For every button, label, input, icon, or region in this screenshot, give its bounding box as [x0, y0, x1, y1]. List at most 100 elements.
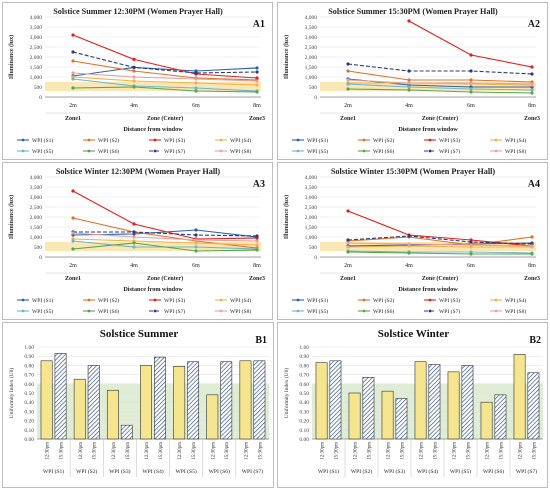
series-line-wpi-s8 [72, 232, 258, 242]
legend-marker [296, 138, 300, 142]
line-chart-a3: Solstice Winter 12:30PM (Women Prayer Ha… [8, 167, 265, 315]
y-tick-label: 1,500 [30, 65, 43, 71]
group-label: WPI (S6) [483, 468, 504, 475]
legend-label: WPI (S6) [373, 308, 394, 315]
series-line-wpi-s6 [347, 88, 533, 94]
chart-panel-b1: Solstice Summer B1 0.00 0.10 0.20 0.30 0.40 0.5… [2, 322, 274, 488]
chart-title: Solstice Summer 15:30PM (Women Prayer Ha… [328, 7, 498, 16]
y-tick-label: 0.10 [299, 428, 309, 434]
data-point-wpi-s7 [71, 50, 75, 54]
time-tick-label: 12:30pm [46, 442, 51, 460]
y-tick-label: 0.20 [24, 419, 34, 425]
series-line-wpi-s6 [72, 86, 258, 93]
bar-wpi-s1-12-30pm [40, 360, 53, 440]
bar-wpi-s6-15-30pm [494, 394, 507, 440]
series-line-wpi-s4 [347, 245, 532, 248]
chart-title: Solstice Winter 15:30PM (Women Prayer Ha… [331, 167, 496, 176]
legend-marker [219, 149, 223, 153]
legend-label: WPI (S3) [164, 297, 185, 304]
chart-panel-b2: Solstice Winter B2 0.00 0.10 0.20 0.30 0.40 0.5… [277, 322, 548, 488]
bar-wpi-s5-12-30pm [173, 366, 186, 440]
y-tick-label: 0.90 [24, 354, 34, 360]
data-point-wpi-s6 [407, 88, 411, 92]
time-tick-label: 15:30pm [258, 442, 263, 460]
data-point-wpi-s7 [469, 240, 473, 244]
bar-wpi-s2-12-30pm [348, 392, 361, 440]
legend-label: WPI (S7) [164, 148, 185, 155]
panel-tag: A3 [253, 179, 265, 190]
data-point-wpi-s8 [346, 78, 350, 82]
legend-marker [428, 309, 432, 313]
legend-marker [428, 149, 432, 153]
y-tick-label: 0.60 [299, 382, 309, 388]
data-point-wpi-s2 [71, 59, 75, 63]
series-line-wpi-s8 [347, 242, 533, 247]
legend-marker [153, 309, 157, 313]
x-tick-label: 8m [528, 263, 536, 269]
data-point-wpi-s5 [346, 82, 350, 86]
panel-tag: A1 [253, 19, 265, 30]
y-tick-label: 0.20 [299, 419, 309, 425]
legend-label: WPI (S5) [32, 148, 53, 155]
data-point-wpi-s1 [194, 228, 198, 232]
x-axis-label: Distance from window [123, 286, 183, 293]
y-tick-label: 3,500 [30, 185, 43, 191]
y-tick-label: 4,000 [305, 175, 318, 181]
chart-title: Solstice Summer 12:30PM (Women Prayer Ha… [53, 7, 223, 16]
series-line-wpi-s5 [347, 250, 533, 254]
data-point-wpi-s8 [132, 235, 136, 239]
data-point-wpi-s7 [194, 233, 198, 237]
data-point-wpi-s6 [194, 249, 198, 253]
x-tick-label: 4m [405, 263, 413, 269]
series-line-wpi-s3 [408, 20, 533, 68]
zone-label: Zone (Center) [147, 115, 183, 122]
zone-label: Zone3 [249, 116, 265, 122]
legend-marker [296, 309, 300, 313]
data-point-wpi-s4 [194, 81, 198, 85]
y-tick-label: 1,500 [305, 65, 318, 71]
bar-wpi-s7-12-30pm [239, 360, 252, 440]
data-point-wpi-s7 [255, 234, 259, 238]
group-label: WPI (S1) [43, 468, 64, 475]
legend-marker [153, 298, 157, 302]
x-tick-label: 8m [253, 263, 261, 269]
time-tick-label: 15:30pm [433, 442, 438, 460]
time-tick-label: 12:30pm [453, 442, 458, 460]
legend-label: WPI (S5) [307, 308, 328, 315]
data-point-wpi-s1 [255, 66, 259, 70]
y-tick-label: 3,000 [30, 195, 43, 201]
time-tick-label: 12:30pm [79, 442, 84, 460]
y-tick-label: 0.10 [24, 428, 34, 434]
legend-label: WPI (S8) [505, 148, 526, 155]
series-line-wpi-s5 [72, 78, 258, 92]
y-tick-label: 0.00 [24, 437, 34, 443]
data-point-wpi-s8 [530, 244, 534, 248]
y-tick-label: 0.50 [24, 391, 34, 397]
data-point-wpi-s4 [346, 245, 350, 249]
x-tick-label: 2m [69, 103, 77, 109]
target-band [320, 82, 536, 91]
data-point-wpi-s8 [132, 75, 136, 79]
data-point-wpi-s8 [407, 81, 411, 85]
series-line-wpi-s8 [72, 72, 258, 82]
chart-panel-a4: Solstice Winter 15:30PM (Women Prayer Ha… [277, 162, 548, 320]
data-point-wpi-s8 [255, 79, 259, 83]
y-axis-label: Illuminance (lux) [283, 195, 290, 239]
chart-title: Solstice Summer [100, 328, 179, 340]
chart-panel-a1: Solstice Summer 12:30PM (Women Prayer Ha… [2, 2, 273, 160]
data-point-wpi-s5 [407, 85, 411, 89]
data-point-wpi-s2 [469, 78, 473, 82]
data-point-wpi-s4 [194, 241, 198, 245]
data-point-wpi-s3 [407, 19, 411, 23]
data-point-wpi-s8 [194, 77, 198, 81]
legend-label: WPI (S8) [230, 308, 251, 315]
group-label: WPI (S4) [142, 468, 163, 475]
time-tick-label: 12:30pm [145, 442, 150, 460]
y-tick-label: 500 [34, 245, 43, 251]
time-tick-label: 15:30pm [466, 442, 471, 460]
time-tick-label: 12:30pm [211, 442, 216, 460]
data-point-wpi-s6 [469, 252, 473, 256]
time-tick-label: 12:30pm [178, 442, 183, 460]
data-point-wpi-s5 [530, 88, 534, 92]
data-point-wpi-s8 [71, 71, 75, 75]
